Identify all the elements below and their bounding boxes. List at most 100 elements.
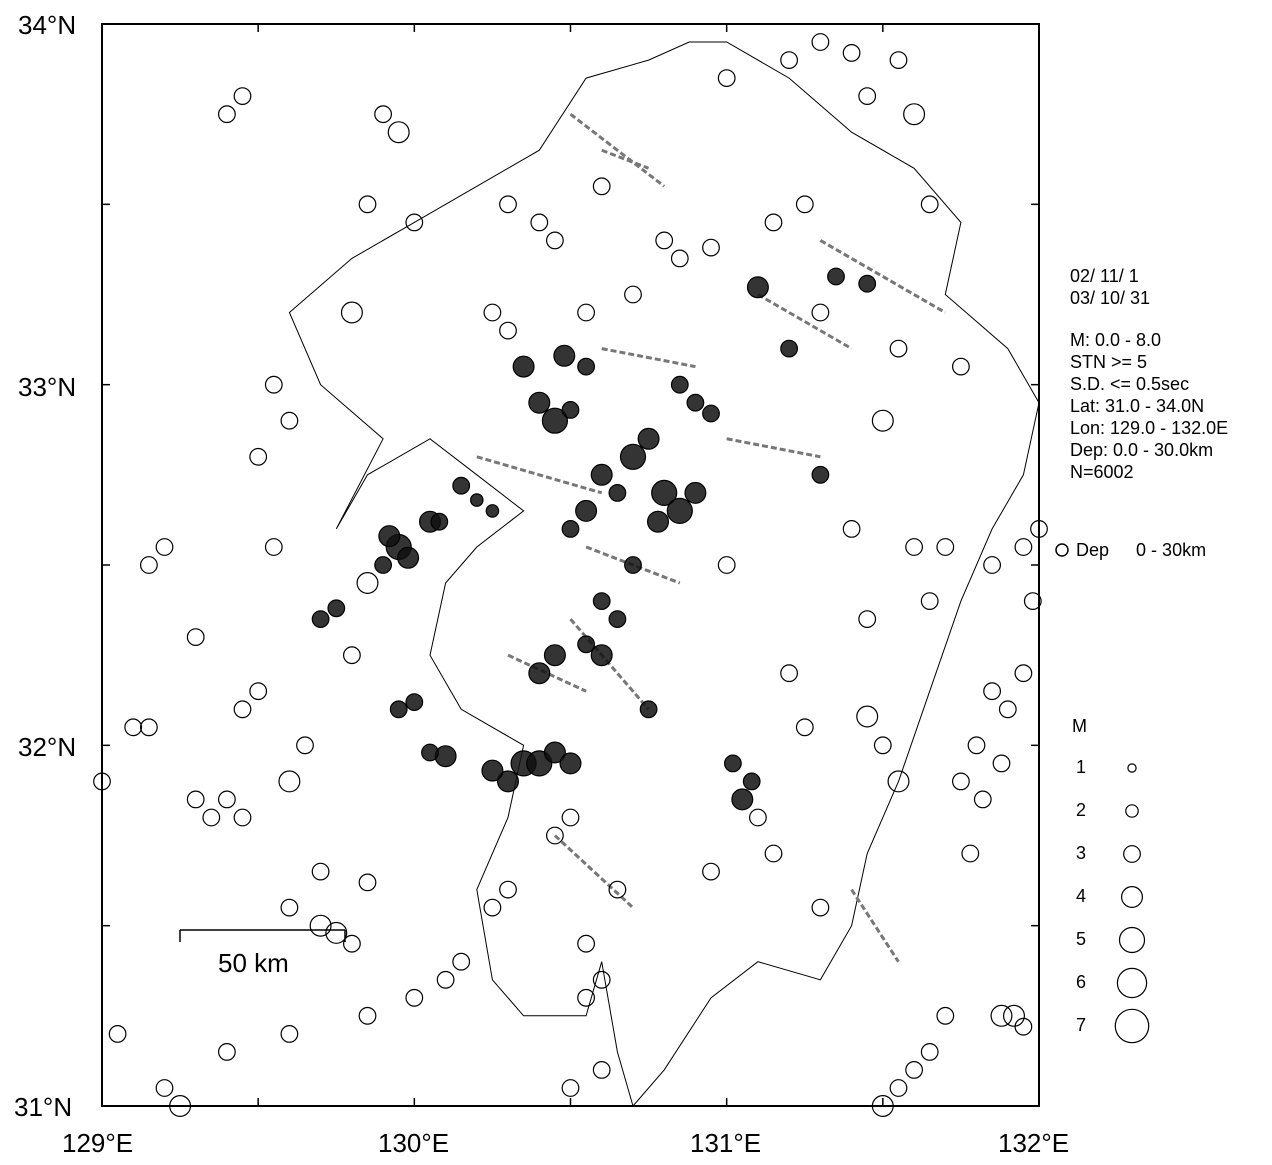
coastline-layer	[288, 41, 1040, 1108]
earthquake-event	[858, 274, 877, 293]
earthquake-event	[430, 512, 449, 531]
magnitude-legend-label: 4	[1076, 886, 1087, 906]
magnitude-legend-label: 3	[1076, 843, 1087, 863]
earthquake-event	[358, 195, 377, 214]
magnitude-range: M: 0.0 - 8.0	[1070, 330, 1162, 350]
earthquake-event	[889, 51, 908, 69]
earthquake-event	[155, 538, 174, 556]
earthquake-event	[684, 481, 707, 504]
fault-trace	[819, 239, 947, 314]
depth-range: Dep: 0.0 - 30.0km	[1070, 440, 1214, 460]
earthquake-event	[233, 87, 252, 105]
lat-label-32: 32°N	[18, 732, 77, 762]
earthquake-event	[998, 700, 1017, 719]
earthquake-event	[434, 745, 457, 768]
earthquake-event	[952, 772, 970, 791]
earthquake-event	[905, 1060, 923, 1079]
earthquake-event	[528, 391, 551, 414]
magnitude-legend-label: 2	[1076, 800, 1087, 820]
earthquake-event	[343, 646, 361, 665]
earthquake-event	[952, 357, 970, 376]
earthquake-event	[202, 808, 221, 827]
earthquake-event	[858, 87, 877, 105]
lat-label-34: 34°N	[18, 10, 77, 40]
earthquake-event	[481, 759, 504, 782]
earthquake-event	[421, 743, 439, 762]
earthquake-event	[343, 934, 361, 953]
earthquake-event	[780, 51, 798, 69]
earthquake-event	[186, 628, 205, 646]
earthquake-event	[619, 443, 647, 470]
earthquake-event	[858, 610, 877, 628]
magnitude-legend-circle	[1123, 845, 1141, 863]
earthquake-event	[575, 499, 598, 522]
earthquake-event	[1014, 1017, 1033, 1036]
sd-filter: S.D. <= 0.5sec	[1070, 374, 1190, 394]
depth-legend-label: Dep	[1076, 540, 1110, 560]
earthquake-event	[746, 276, 769, 299]
earthquake-event	[296, 736, 314, 755]
magnitude-legend-circle	[1114, 1008, 1150, 1044]
earthquake-event	[543, 741, 566, 764]
earthquake-event	[670, 375, 689, 394]
earthquake-event	[499, 321, 517, 340]
lon-label-130: 130°E	[378, 1128, 450, 1158]
earthquake-event	[577, 357, 595, 376]
fault-trace	[569, 618, 650, 711]
earthquake-event	[356, 571, 379, 594]
earthquake-event	[374, 556, 393, 574]
earthquake-event	[217, 1042, 236, 1061]
earthquake-event	[561, 1079, 580, 1097]
earthquake-event	[920, 1042, 939, 1061]
earthquake-event	[780, 339, 798, 358]
map-frame	[101, 23, 1040, 1107]
depth-legend: Dep 0 - 30km	[1076, 540, 1206, 561]
earthquake-event	[795, 718, 814, 737]
earthquake-event	[983, 556, 1001, 574]
lon-label-129: 129°E	[62, 1128, 134, 1158]
earthquake-event	[469, 493, 484, 507]
earthquake-event	[811, 465, 830, 484]
earthquake-event	[873, 736, 892, 755]
earthquake-event	[577, 934, 595, 953]
magnitude-legend-symbols	[1114, 763, 1150, 1044]
earthquake-event	[541, 407, 569, 434]
coastline	[288, 41, 1040, 1108]
lon-range: Lon: 129.0 - 132.0E	[1070, 418, 1229, 438]
earthquake-event	[233, 808, 252, 827]
earthquake-event	[780, 664, 798, 683]
earthquake-event	[387, 121, 410, 144]
date-start: 02/ 11/ 1	[1070, 266, 1139, 286]
earthquake-event	[871, 409, 894, 432]
earthquake-event	[764, 213, 783, 232]
earthquake-event	[889, 339, 908, 358]
station-count-filter: STN >= 5	[1070, 352, 1148, 372]
earthquake-event	[577, 303, 595, 322]
earthquake-event	[124, 718, 143, 737]
scale-bar-label: 50 km	[218, 948, 289, 978]
event-count: N=6002	[1070, 462, 1134, 482]
earthquake-event	[546, 231, 564, 250]
earthquake-event	[452, 952, 471, 971]
lat-range: Lat: 31.0 - 34.0N	[1070, 396, 1205, 416]
earthquake-event	[717, 69, 736, 87]
earthquake-event	[842, 44, 861, 62]
magnitude-legend-circle	[1120, 885, 1143, 908]
earthquake-event	[702, 862, 720, 881]
earthquake-event	[795, 195, 814, 214]
earthquake-event	[651, 479, 678, 506]
magnitude-legend-label: 6	[1076, 972, 1087, 992]
earthquake-event	[108, 1024, 127, 1043]
fault-trace	[569, 112, 666, 188]
earthquake-event	[530, 213, 549, 232]
magnitude-legend-label: 5	[1076, 929, 1087, 949]
depth-legend-symbol	[1055, 543, 1069, 557]
earthquake-event	[499, 195, 517, 214]
earthquake-event	[561, 520, 580, 538]
date-end: 03/ 10/ 31	[1070, 288, 1151, 308]
earthquake-event	[749, 808, 767, 827]
earthquake-event	[264, 375, 283, 394]
earthquake-event	[702, 404, 720, 423]
earthquake-event	[280, 411, 299, 430]
earthquake-event	[592, 1060, 611, 1079]
